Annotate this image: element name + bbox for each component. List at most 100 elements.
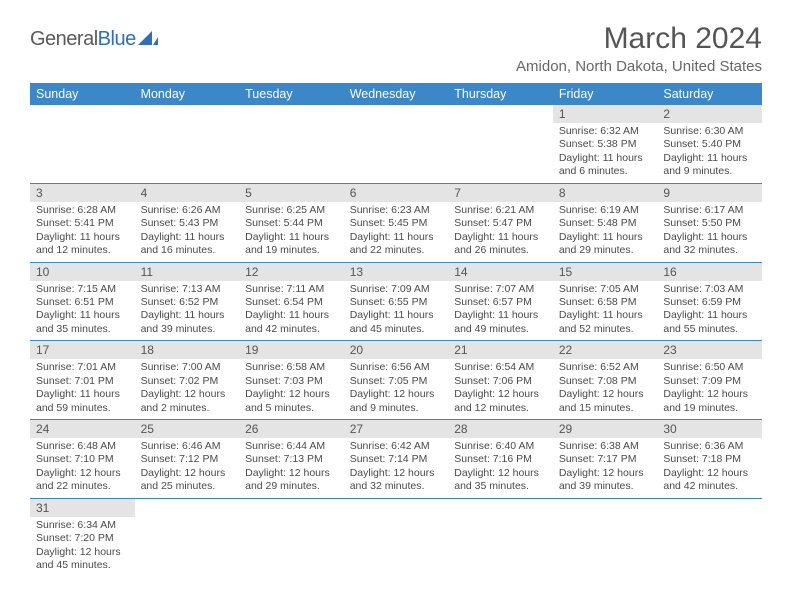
weekday-header: Wednesday <box>344 83 449 105</box>
daylight-line: Daylight: 12 hours and 32 minutes. <box>350 467 443 494</box>
day-body: Sunrise: 6:58 AMSunset: 7:03 PMDaylight:… <box>239 359 344 419</box>
day-body: Sunrise: 7:09 AMSunset: 6:55 PMDaylight:… <box>344 281 449 341</box>
day-number: 13 <box>344 263 449 281</box>
day-number: 2 <box>657 105 762 123</box>
day-number: 22 <box>553 341 658 359</box>
day-body: Sunrise: 6:54 AMSunset: 7:06 PMDaylight:… <box>448 359 553 419</box>
day-cell: 15Sunrise: 7:05 AMSunset: 6:58 PMDayligh… <box>553 262 658 341</box>
weekday-header: Sunday <box>30 83 135 105</box>
day-number: 5 <box>239 184 344 202</box>
day-number: 11 <box>135 263 240 281</box>
daylight-line: Daylight: 11 hours and 26 minutes. <box>454 231 547 258</box>
sunrise-line: Sunrise: 6:56 AM <box>350 361 443 374</box>
day-number: 1 <box>553 105 658 123</box>
day-cell: 20Sunrise: 6:56 AMSunset: 7:05 PMDayligh… <box>344 341 449 420</box>
weekday-header: Tuesday <box>239 83 344 105</box>
day-cell: 23Sunrise: 6:50 AMSunset: 7:09 PMDayligh… <box>657 341 762 420</box>
day-number: 30 <box>657 420 762 438</box>
day-number: 18 <box>135 341 240 359</box>
calendar-row: 17Sunrise: 7:01 AMSunset: 7:01 PMDayligh… <box>30 341 762 420</box>
day-cell: 17Sunrise: 7:01 AMSunset: 7:01 PMDayligh… <box>30 341 135 420</box>
day-number: 27 <box>344 420 449 438</box>
day-body: Sunrise: 7:05 AMSunset: 6:58 PMDaylight:… <box>553 281 658 341</box>
empty-cell <box>553 498 658 576</box>
weekday-header: Monday <box>135 83 240 105</box>
day-body: Sunrise: 7:15 AMSunset: 6:51 PMDaylight:… <box>30 281 135 341</box>
day-cell: 25Sunrise: 6:46 AMSunset: 7:12 PMDayligh… <box>135 420 240 499</box>
day-cell: 26Sunrise: 6:44 AMSunset: 7:13 PMDayligh… <box>239 420 344 499</box>
sunset-line: Sunset: 5:38 PM <box>559 138 652 151</box>
daylight-line: Daylight: 12 hours and 22 minutes. <box>36 467 129 494</box>
sunset-line: Sunset: 6:52 PM <box>141 296 234 309</box>
sunrise-line: Sunrise: 6:32 AM <box>559 125 652 138</box>
sunset-line: Sunset: 7:08 PM <box>559 375 652 388</box>
calendar-row: 31Sunrise: 6:34 AMSunset: 7:20 PMDayligh… <box>30 498 762 576</box>
day-cell: 27Sunrise: 6:42 AMSunset: 7:14 PMDayligh… <box>344 420 449 499</box>
daylight-line: Daylight: 11 hours and 35 minutes. <box>36 309 129 336</box>
sunset-line: Sunset: 6:57 PM <box>454 296 547 309</box>
day-body: Sunrise: 7:07 AMSunset: 6:57 PMDaylight:… <box>448 281 553 341</box>
day-cell: 7Sunrise: 6:21 AMSunset: 5:47 PMDaylight… <box>448 183 553 262</box>
daylight-line: Daylight: 11 hours and 16 minutes. <box>141 231 234 258</box>
empty-cell <box>344 105 449 183</box>
day-cell: 18Sunrise: 7:00 AMSunset: 7:02 PMDayligh… <box>135 341 240 420</box>
sunrise-line: Sunrise: 7:11 AM <box>245 283 338 296</box>
sunrise-line: Sunrise: 7:03 AM <box>663 283 756 296</box>
empty-cell <box>30 105 135 183</box>
sunrise-line: Sunrise: 7:05 AM <box>559 283 652 296</box>
sunrise-line: Sunrise: 6:52 AM <box>559 361 652 374</box>
sunset-line: Sunset: 7:13 PM <box>245 453 338 466</box>
day-body: Sunrise: 6:38 AMSunset: 7:17 PMDaylight:… <box>553 438 658 498</box>
sunset-line: Sunset: 6:54 PM <box>245 296 338 309</box>
daylight-line: Daylight: 12 hours and 39 minutes. <box>559 467 652 494</box>
sunset-line: Sunset: 7:02 PM <box>141 375 234 388</box>
day-cell: 16Sunrise: 7:03 AMSunset: 6:59 PMDayligh… <box>657 262 762 341</box>
sunset-line: Sunset: 7:06 PM <box>454 375 547 388</box>
day-body: Sunrise: 6:40 AMSunset: 7:16 PMDaylight:… <box>448 438 553 498</box>
calendar-row: 3Sunrise: 6:28 AMSunset: 5:41 PMDaylight… <box>30 183 762 262</box>
weekday-header: Saturday <box>657 83 762 105</box>
day-number: 20 <box>344 341 449 359</box>
day-cell: 9Sunrise: 6:17 AMSunset: 5:50 PMDaylight… <box>657 183 762 262</box>
day-number: 28 <box>448 420 553 438</box>
logo: GeneralBlue <box>30 28 158 51</box>
empty-cell <box>344 498 449 576</box>
sunset-line: Sunset: 7:05 PM <box>350 375 443 388</box>
sunrise-line: Sunrise: 6:34 AM <box>36 519 129 532</box>
day-body: Sunrise: 6:23 AMSunset: 5:45 PMDaylight:… <box>344 202 449 262</box>
daylight-line: Daylight: 11 hours and 12 minutes. <box>36 231 129 258</box>
sunrise-line: Sunrise: 6:25 AM <box>245 204 338 217</box>
day-body: Sunrise: 6:56 AMSunset: 7:05 PMDaylight:… <box>344 359 449 419</box>
daylight-line: Daylight: 11 hours and 29 minutes. <box>559 231 652 258</box>
day-body: Sunrise: 7:01 AMSunset: 7:01 PMDaylight:… <box>30 359 135 419</box>
weekday-header: Thursday <box>448 83 553 105</box>
day-body: Sunrise: 6:30 AMSunset: 5:40 PMDaylight:… <box>657 123 762 183</box>
day-number: 8 <box>553 184 658 202</box>
sunset-line: Sunset: 7:10 PM <box>36 453 129 466</box>
calendar-row: 24Sunrise: 6:48 AMSunset: 7:10 PMDayligh… <box>30 420 762 499</box>
day-number: 19 <box>239 341 344 359</box>
daylight-line: Daylight: 11 hours and 45 minutes. <box>350 309 443 336</box>
sunset-line: Sunset: 5:41 PM <box>36 217 129 230</box>
sunrise-line: Sunrise: 6:48 AM <box>36 440 129 453</box>
day-cell: 22Sunrise: 6:52 AMSunset: 7:08 PMDayligh… <box>553 341 658 420</box>
day-cell: 3Sunrise: 6:28 AMSunset: 5:41 PMDaylight… <box>30 183 135 262</box>
day-cell: 30Sunrise: 6:36 AMSunset: 7:18 PMDayligh… <box>657 420 762 499</box>
day-number: 12 <box>239 263 344 281</box>
day-cell: 8Sunrise: 6:19 AMSunset: 5:48 PMDaylight… <box>553 183 658 262</box>
day-body: Sunrise: 7:13 AMSunset: 6:52 PMDaylight:… <box>135 281 240 341</box>
day-number: 9 <box>657 184 762 202</box>
day-number: 26 <box>239 420 344 438</box>
day-number: 21 <box>448 341 553 359</box>
calendar-row: 1 Sunrise: 6:32 AMSunset: 5:38 PM Daylight… <box>30 105 762 183</box>
month-title: March 2024 <box>516 22 762 56</box>
sunset-line: Sunset: 6:55 PM <box>350 296 443 309</box>
sunset-line: Sunset: 6:59 PM <box>663 296 756 309</box>
daylight-line: Daylight: 12 hours and 35 minutes. <box>454 467 547 494</box>
sunrise-line: Sunrise: 7:15 AM <box>36 283 129 296</box>
daylight-line: Daylight: 12 hours and 5 minutes. <box>245 388 338 415</box>
day-cell: 2Sunrise: 6:30 AMSunset: 5:40 PMDaylight… <box>657 105 762 183</box>
daylight-line: Daylight: 12 hours and 19 minutes. <box>663 388 756 415</box>
daylight-line: Daylight: 11 hours and 9 minutes. <box>663 152 756 179</box>
daylight-line: Daylight: 12 hours and 25 minutes. <box>141 467 234 494</box>
